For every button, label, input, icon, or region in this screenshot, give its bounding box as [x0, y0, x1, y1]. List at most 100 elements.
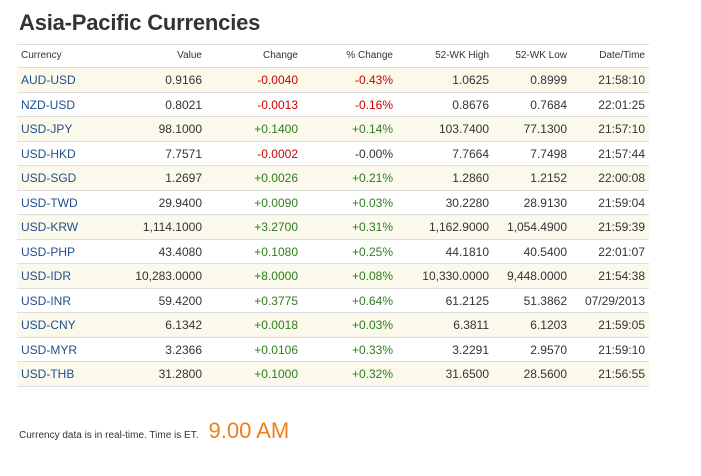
cell-value: 1,114.1000	[142, 220, 202, 234]
cell-52wk-high: 3.2291	[452, 342, 489, 357]
cell-52wk-high: 6.3811	[453, 318, 489, 332]
cell-pct-change: +0.21%	[351, 171, 393, 185]
cell-52wk-low: 0.7684	[530, 97, 567, 112]
cell-52wk-low: 1,054.4900	[506, 220, 567, 234]
cell-value: 3.2366	[165, 342, 202, 357]
cell-52wk-low: 40.5400	[523, 244, 567, 259]
cell-52wk-low: 2.9570	[530, 342, 567, 357]
table-row: USD-SGD 1.2697 +0.0026 +0.21% 1.2860 1.2152 22…	[17, 166, 649, 191]
cell-value: 29.9400	[158, 195, 202, 210]
cell-change: +0.0018	[254, 318, 298, 332]
cell-change: +0.0026	[254, 171, 298, 185]
table-row: USD-MYR 3.2366 +0.0106 +0.33% 3.2291 2.9570 21…	[17, 338, 649, 362]
header-change[interactable]: Change	[262, 50, 298, 61]
cell-change: +0.1000	[254, 367, 298, 381]
cell-pct-change: +0.14%	[351, 122, 393, 136]
cell-52wk-low: 7.7498	[530, 146, 567, 161]
cell-datetime: 21:59:04	[598, 195, 645, 210]
cell-currency[interactable]: USD-SGD	[21, 171, 77, 185]
cell-currency[interactable]: NZD-USD	[21, 97, 75, 112]
page-title: Asia-Pacific Currencies	[19, 10, 261, 35]
cell-pct-change: -0.16%	[354, 97, 393, 112]
cell-change: +3.2700	[254, 220, 298, 234]
table-row: USD-TWD 29.9400 +0.0090 +0.03% 30.2280 28.913…	[17, 191, 649, 215]
cell-value: 43.4080	[158, 244, 202, 259]
header-52wk-low[interactable]: 52-WK Low	[515, 50, 567, 61]
table-row: USD-THB 31.2800 +0.1000 +0.32% 31.6500 28.560…	[17, 362, 649, 387]
cell-52wk-low: 1.2152	[530, 171, 567, 185]
header-currency[interactable]: Currency	[21, 50, 62, 61]
cell-pct-change: +0.32%	[351, 367, 393, 381]
footer-time: 9.00 AM	[208, 418, 290, 443]
cell-value: 0.8021	[165, 97, 202, 112]
cell-pct-change: +0.64%	[351, 293, 393, 308]
cell-52wk-high: 31.6500	[445, 367, 489, 381]
cell-52wk-low: 51.3862	[523, 293, 567, 308]
header-pct-change[interactable]: % Change	[346, 50, 393, 61]
cell-currency[interactable]: USD-MYR	[21, 342, 77, 357]
cell-52wk-high: 0.8676	[452, 97, 489, 112]
cell-52wk-high: 30.2280	[445, 195, 489, 210]
table-header-row: Currency Value Change % Change 52-WK Hig…	[17, 45, 649, 68]
cell-datetime: 22:00:08	[598, 171, 645, 185]
cell-value: 59.4200	[158, 293, 202, 308]
cell-change: +0.1080	[254, 244, 298, 259]
cell-change: +0.1400	[254, 122, 298, 136]
footer: Currency data is in real-time. Time is E…	[19, 418, 289, 444]
cell-currency[interactable]: AUD-USD	[21, 73, 76, 87]
cell-52wk-high: 10,330.0000	[422, 269, 489, 283]
cell-pct-change: -0.43%	[354, 73, 393, 87]
cell-currency[interactable]: USD-IDR	[21, 269, 71, 283]
cell-datetime: 21:57:44	[598, 146, 645, 161]
cell-52wk-high: 61.2125	[445, 293, 489, 308]
cell-currency[interactable]: USD-JPY	[21, 122, 73, 136]
cell-52wk-high: 103.7400	[438, 122, 489, 136]
cell-change: -0.0013	[257, 97, 298, 112]
table-row: USD-PHP 43.4080 +0.1080 +0.25% 44.1810 40.540…	[17, 240, 649, 264]
cell-52wk-high: 1,162.9000	[428, 220, 489, 234]
cell-datetime: 21:54:38	[598, 269, 645, 283]
table-row: USD-HKD 7.7571 -0.0002 -0.00% 7.7664 7.7498 21…	[17, 142, 649, 166]
cell-change: +8.0000	[254, 269, 298, 283]
cell-change: +0.3775	[254, 293, 298, 308]
cell-change: -0.0002	[257, 146, 298, 161]
cell-currency[interactable]: USD-TWD	[21, 195, 78, 210]
cell-pct-change: +0.08%	[351, 269, 393, 283]
cell-52wk-high: 1.0625	[452, 73, 489, 87]
cell-pct-change: +0.03%	[351, 318, 393, 332]
cell-currency[interactable]: USD-THB	[21, 367, 75, 381]
cell-value: 10,283.0000	[135, 269, 202, 283]
cell-52wk-low: 28.5600	[523, 367, 567, 381]
header-datetime[interactable]: Date/Time	[599, 50, 645, 61]
cell-currency[interactable]: USD-HKD	[21, 146, 76, 161]
cell-datetime: 21:56:55	[598, 367, 645, 381]
cell-value: 31.2800	[158, 367, 202, 381]
cell-currency[interactable]: USD-INR	[21, 293, 71, 308]
header-52wk-high[interactable]: 52-WK High	[435, 50, 489, 61]
cell-52wk-low: 6.1203	[530, 318, 567, 332]
header-value[interactable]: Value	[177, 50, 202, 61]
cell-change: +0.0106	[254, 342, 298, 357]
cell-value: 98.1000	[158, 122, 202, 136]
cell-datetime: 21:58:10	[598, 73, 645, 87]
cell-datetime: 21:59:39	[598, 220, 645, 234]
cell-change: +0.0090	[254, 195, 298, 210]
cell-pct-change: +0.25%	[351, 244, 393, 259]
cell-pct-change: +0.31%	[351, 220, 393, 234]
cell-value: 6.1342	[165, 318, 202, 332]
cell-pct-change: +0.33%	[351, 342, 393, 357]
cell-change: -0.0040	[257, 73, 298, 87]
cell-currency[interactable]: USD-KRW	[21, 220, 79, 234]
currency-table: Currency Value Change % Change 52-WK Hig…	[17, 44, 649, 387]
cell-currency[interactable]: USD-CNY	[21, 318, 76, 332]
cell-52wk-low: 0.8999	[530, 73, 567, 87]
cell-datetime: 21:59:05	[598, 318, 645, 332]
cell-52wk-low: 28.9130	[523, 195, 567, 210]
cell-datetime: 21:59:10	[598, 342, 645, 357]
cell-datetime: 07/29/2013	[584, 293, 645, 308]
cell-datetime: 21:57:10	[598, 122, 645, 136]
cell-currency[interactable]: USD-PHP	[21, 244, 76, 259]
table-row: USD-IDR 10,283.0000 +8.0000 +0.08% 10,330.00…	[17, 264, 649, 289]
cell-pct-change: -0.00%	[354, 146, 393, 161]
table-row: NZD-USD 0.8021 -0.0013 -0.16% 0.8676 0.7684 22…	[17, 93, 649, 117]
